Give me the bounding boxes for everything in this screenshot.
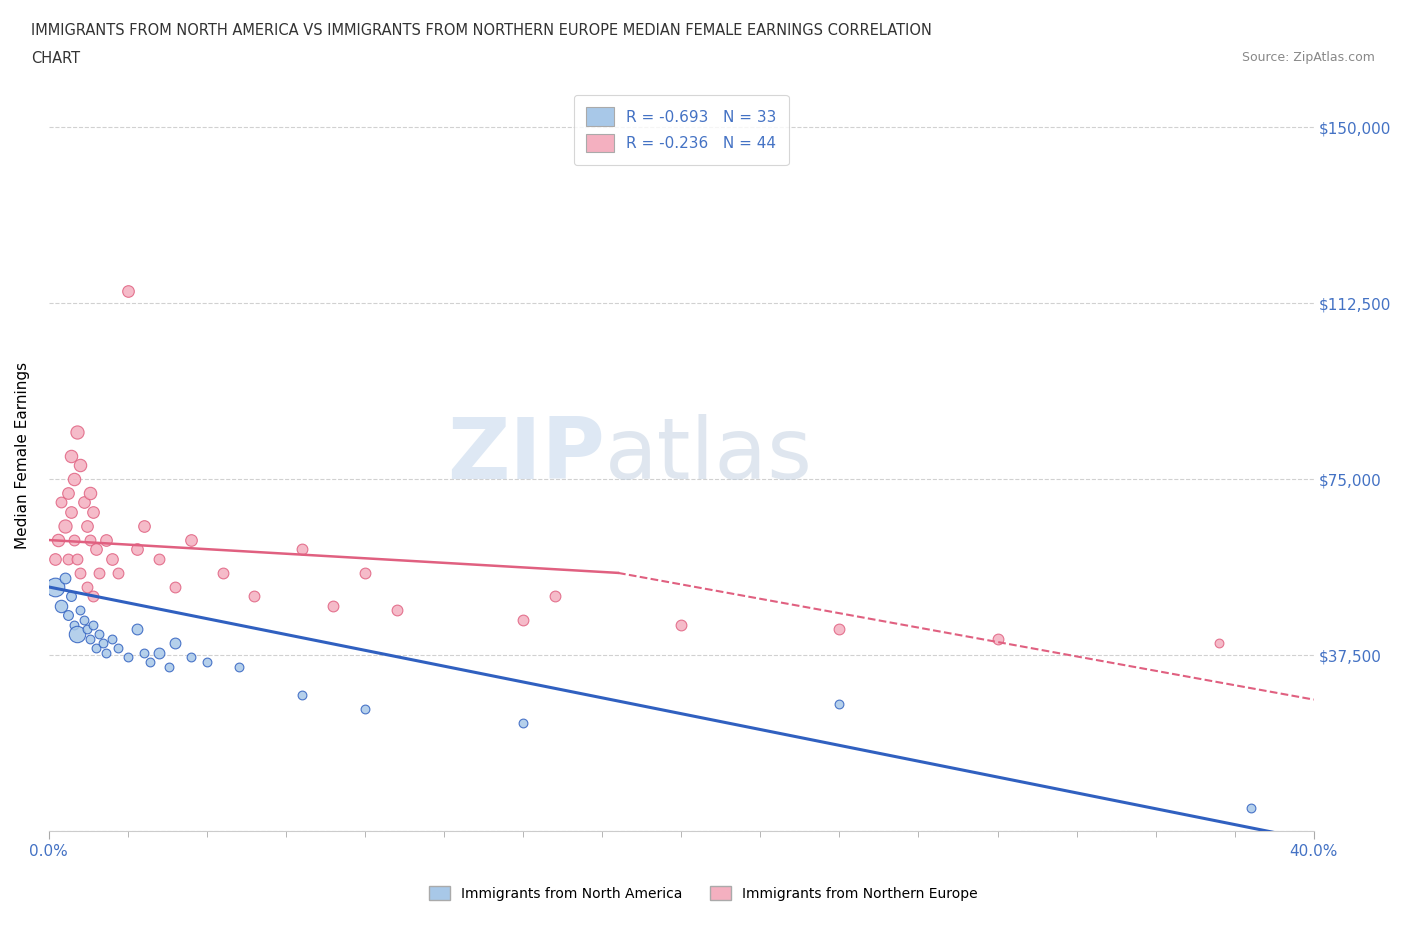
Point bbox=[44, 579, 66, 594]
Point bbox=[107, 641, 129, 656]
Point bbox=[44, 551, 66, 566]
Point bbox=[148, 645, 170, 660]
Text: CHART: CHART bbox=[31, 51, 80, 66]
Point bbox=[79, 631, 101, 646]
Point bbox=[63, 533, 86, 548]
Point bbox=[46, 533, 69, 548]
Point bbox=[59, 448, 82, 463]
Point bbox=[385, 603, 408, 618]
Point bbox=[117, 284, 139, 299]
Point bbox=[544, 589, 567, 604]
Text: atlas: atlas bbox=[606, 414, 813, 497]
Point bbox=[56, 485, 79, 500]
Point bbox=[69, 565, 91, 580]
Point bbox=[63, 472, 86, 486]
Point bbox=[195, 655, 218, 670]
Point bbox=[69, 458, 91, 472]
Point bbox=[84, 641, 107, 656]
Point bbox=[94, 533, 117, 548]
Point bbox=[291, 542, 314, 557]
Point bbox=[101, 551, 124, 566]
Point bbox=[117, 650, 139, 665]
Point bbox=[157, 659, 180, 674]
Point bbox=[180, 533, 202, 548]
Text: IMMIGRANTS FROM NORTH AMERICA VS IMMIGRANTS FROM NORTHERN EUROPE MEDIAN FEMALE E: IMMIGRANTS FROM NORTH AMERICA VS IMMIGRA… bbox=[31, 23, 932, 38]
Point bbox=[79, 533, 101, 548]
Point bbox=[66, 551, 89, 566]
Point bbox=[107, 565, 129, 580]
Point bbox=[127, 542, 149, 557]
Point bbox=[84, 542, 107, 557]
Point bbox=[76, 519, 98, 534]
Point bbox=[828, 622, 851, 637]
Point bbox=[59, 589, 82, 604]
Legend: R = -0.693   N = 33, R = -0.236   N = 44: R = -0.693 N = 33, R = -0.236 N = 44 bbox=[574, 95, 789, 165]
Point bbox=[986, 631, 1008, 646]
Point bbox=[69, 603, 91, 618]
Point bbox=[828, 697, 851, 711]
Point bbox=[512, 715, 534, 730]
Point bbox=[51, 598, 73, 613]
Point bbox=[51, 495, 73, 510]
Text: Source: ZipAtlas.com: Source: ZipAtlas.com bbox=[1241, 51, 1375, 64]
Point bbox=[132, 519, 155, 534]
Point bbox=[354, 565, 377, 580]
Point bbox=[228, 659, 250, 674]
Point bbox=[1208, 636, 1230, 651]
Point bbox=[82, 589, 104, 604]
Point bbox=[76, 622, 98, 637]
Point bbox=[165, 579, 187, 594]
Point bbox=[94, 645, 117, 660]
Text: ZIP: ZIP bbox=[447, 414, 606, 497]
Point bbox=[89, 627, 111, 642]
Point bbox=[63, 618, 86, 632]
Point bbox=[139, 655, 162, 670]
Point bbox=[53, 519, 76, 534]
Point bbox=[56, 607, 79, 622]
Point bbox=[59, 504, 82, 519]
Point bbox=[148, 551, 170, 566]
Point bbox=[53, 570, 76, 585]
Y-axis label: Median Female Earnings: Median Female Earnings bbox=[15, 362, 30, 549]
Point bbox=[76, 579, 98, 594]
Point bbox=[354, 701, 377, 716]
Point bbox=[243, 589, 266, 604]
Point bbox=[56, 551, 79, 566]
Point bbox=[322, 598, 344, 613]
Point bbox=[211, 565, 233, 580]
Point bbox=[66, 425, 89, 440]
Point bbox=[91, 636, 114, 651]
Point bbox=[72, 612, 94, 627]
Point bbox=[89, 565, 111, 580]
Point bbox=[132, 645, 155, 660]
Point bbox=[82, 618, 104, 632]
Legend: Immigrants from North America, Immigrants from Northern Europe: Immigrants from North America, Immigrant… bbox=[423, 881, 983, 907]
Point bbox=[79, 485, 101, 500]
Point bbox=[127, 622, 149, 637]
Point bbox=[512, 612, 534, 627]
Point bbox=[101, 631, 124, 646]
Point bbox=[1239, 800, 1261, 815]
Point bbox=[291, 687, 314, 702]
Point bbox=[671, 618, 693, 632]
Point bbox=[66, 627, 89, 642]
Point bbox=[180, 650, 202, 665]
Point bbox=[165, 636, 187, 651]
Point bbox=[72, 495, 94, 510]
Point bbox=[82, 504, 104, 519]
